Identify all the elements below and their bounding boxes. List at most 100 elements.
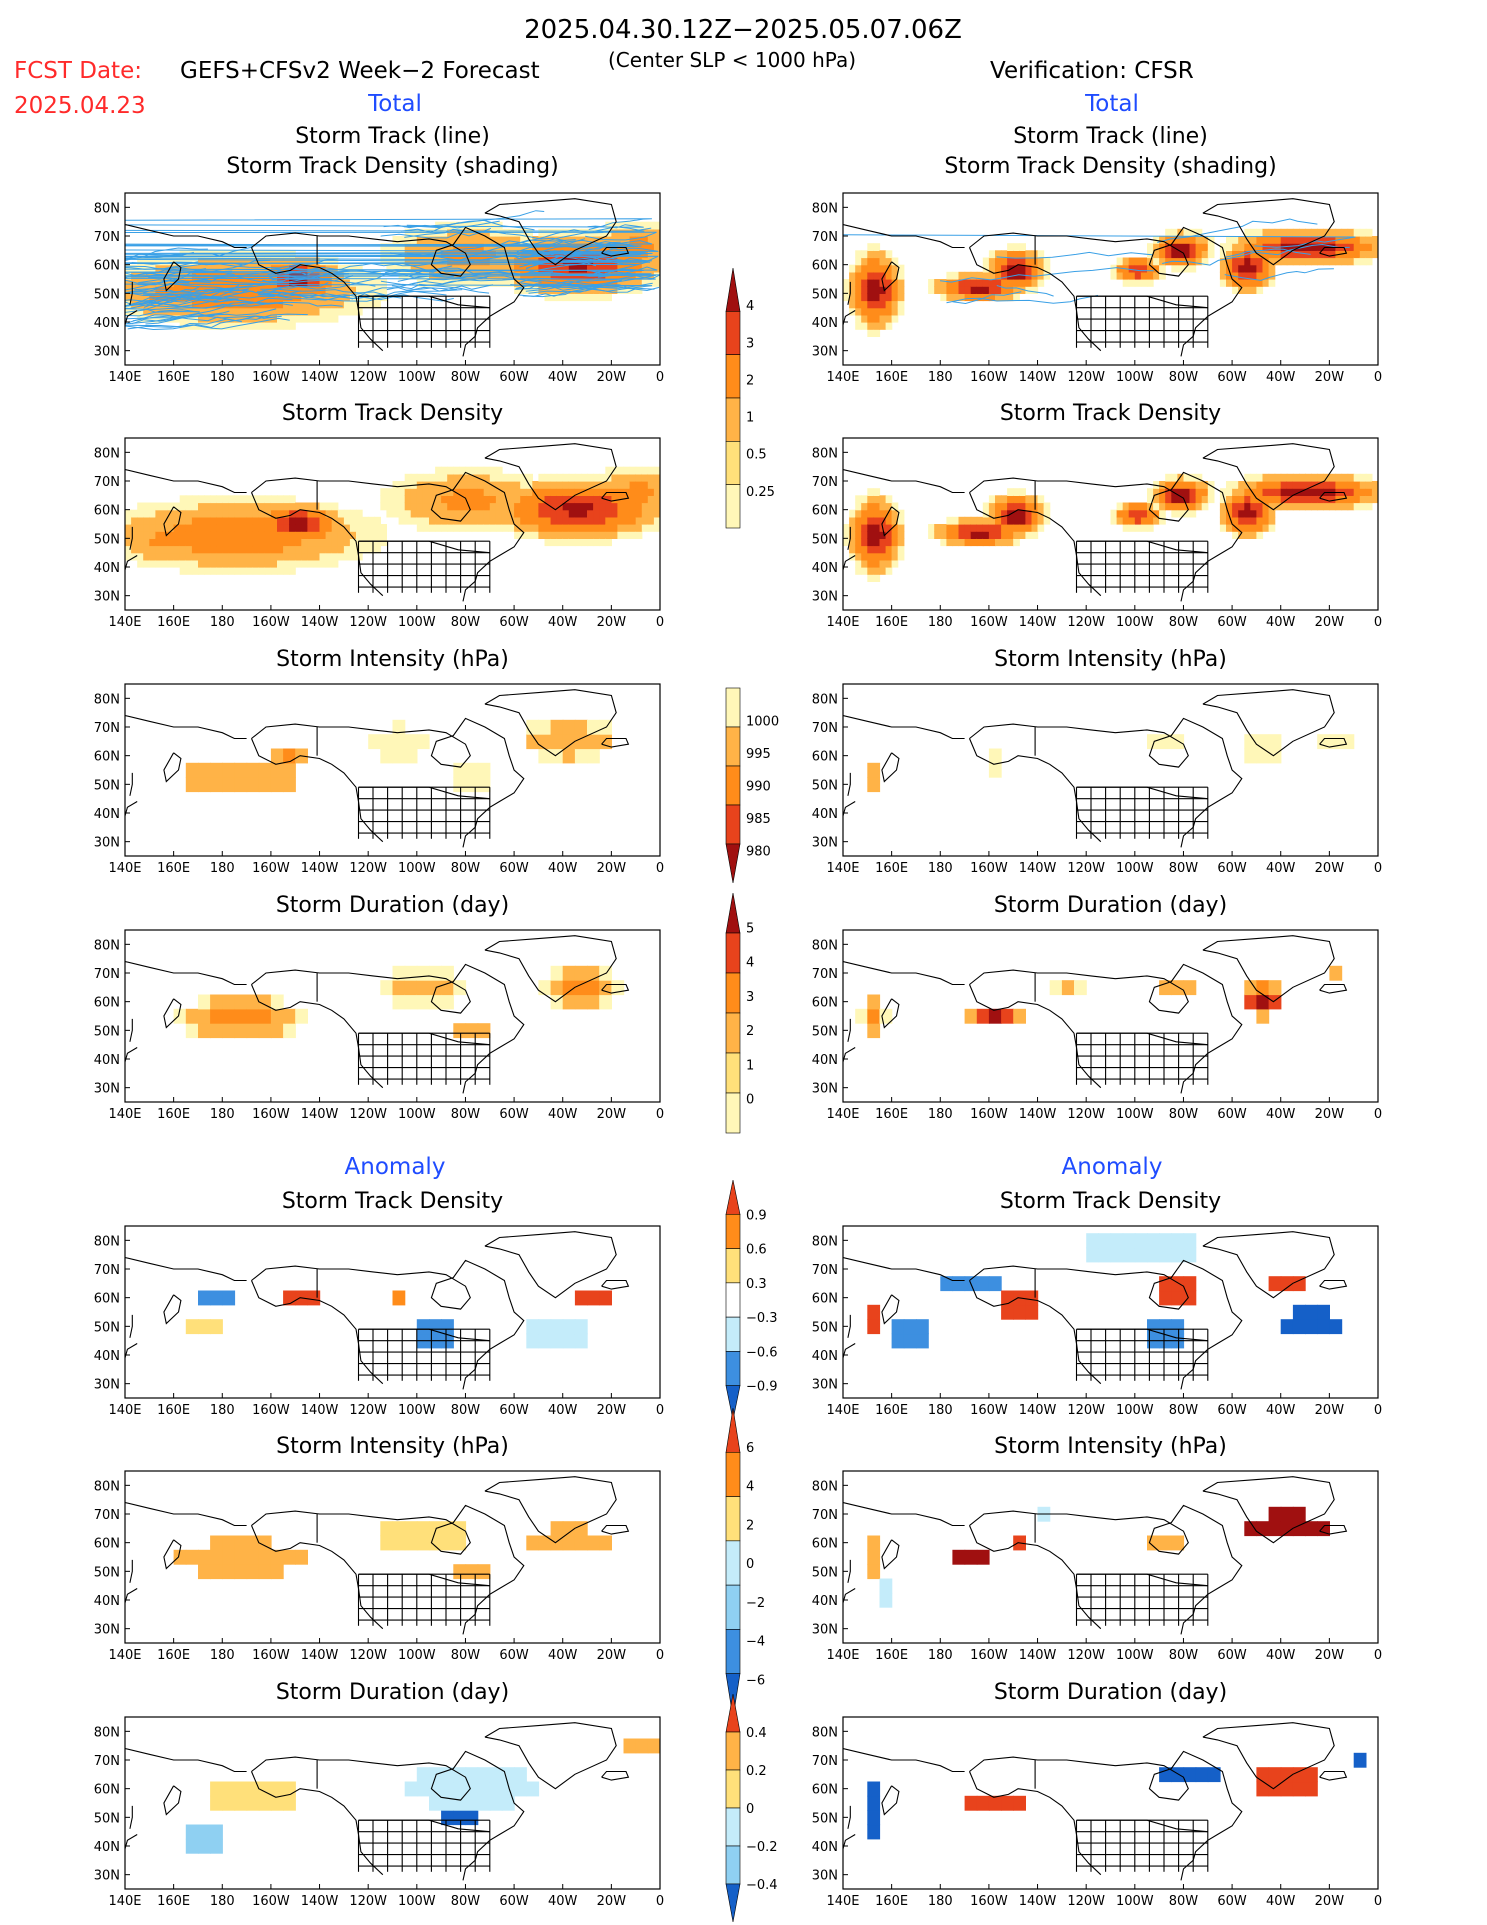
grid-cell [319, 538, 327, 547]
coastline [251, 1259, 525, 1390]
cb-density-anom: 0.90.60.3−0.3−0.6−0.9 [725, 1179, 778, 1421]
grid-cell [441, 980, 454, 996]
grid-cell [422, 481, 430, 489]
grid-cell [380, 1535, 394, 1551]
grid-cell [538, 488, 546, 496]
grid-cell [374, 279, 381, 287]
grid-cell [258, 777, 272, 793]
grid-cell [1183, 488, 1191, 496]
coastlines [843, 198, 1348, 357]
grid-cell [1171, 1290, 1185, 1306]
grid-cell [1049, 980, 1063, 996]
x-tick-label: 40W [1266, 1648, 1296, 1663]
coastlines [843, 443, 1348, 602]
grid-cell [1347, 250, 1355, 259]
grid-cell [1280, 488, 1288, 496]
grid-cell [1311, 250, 1318, 259]
grid-cell [647, 473, 655, 482]
grid-cell [429, 516, 436, 525]
grid-cell [337, 264, 345, 273]
grid-cell [574, 293, 582, 302]
coastlines [125, 1722, 630, 1881]
grid-cell [1256, 748, 1270, 764]
grid-cell [1299, 502, 1306, 511]
grid-cell [855, 271, 862, 280]
grid-cell [1128, 271, 1136, 280]
grid-cell [349, 286, 357, 294]
colorbar-label: −0.6 [746, 1345, 778, 1360]
grid-cell [995, 286, 1002, 294]
grid-cell [855, 545, 862, 554]
grid-cell [574, 473, 582, 482]
x-tick-label: 160W [970, 1403, 1008, 1418]
storm-track-line [125, 274, 284, 291]
grid-cell [550, 250, 558, 259]
x-tick-label: 160W [252, 1107, 290, 1122]
x-tick-label: 140E [108, 1403, 141, 1418]
coastline [163, 1785, 182, 1816]
grid-cell [131, 293, 138, 302]
grid-cell [222, 1795, 236, 1811]
grid-cell [137, 559, 144, 568]
colorbar-label: 0.2 [746, 1764, 767, 1779]
grid-cell [514, 502, 521, 511]
grid-cell [1305, 502, 1312, 511]
grid-cell [599, 1535, 612, 1551]
grid-cell [1238, 495, 1245, 504]
grid-cell [228, 300, 236, 309]
grid-cell [1329, 257, 1337, 266]
y-tick-label: 80N [94, 1725, 120, 1740]
x-tick-label: 20W [597, 1648, 627, 1663]
grid-cell [489, 221, 497, 230]
grid-cell [270, 1564, 284, 1580]
grid-cell [946, 271, 954, 280]
grid-cell [1238, 488, 1245, 496]
grid-cell [1280, 1521, 1294, 1537]
grid-cell [289, 322, 296, 330]
grid-cell [453, 250, 460, 259]
grid-cell [1292, 495, 1300, 504]
grid-cell [258, 1023, 272, 1039]
grid-cell [970, 293, 978, 302]
grid-cell [514, 1767, 527, 1783]
grid-cell [1232, 516, 1239, 525]
grid-cell [198, 538, 205, 547]
grid-cell [125, 509, 132, 518]
grid-cell [1177, 228, 1185, 237]
x-tick-label: 20W [597, 861, 627, 876]
grid-cell [331, 531, 339, 539]
grid-cell [1037, 279, 1045, 287]
grid-cell [1007, 488, 1014, 496]
colorbar-swatch [725, 726, 741, 767]
grid-cell [307, 279, 315, 287]
grid-cell [550, 488, 558, 496]
grid-cell [526, 734, 540, 750]
panel-cfsr-duration: Storm Duration (day)140E 160E 180 160W 140W 1… [812, 893, 1382, 1122]
grid-cell [1226, 279, 1233, 287]
grid-cell [185, 502, 193, 511]
grid-cell [131, 538, 138, 547]
grid-cell [319, 559, 327, 568]
grid-cell [173, 257, 181, 266]
coastlines [125, 689, 630, 848]
grid-cell [234, 538, 242, 547]
grid-cell [568, 481, 576, 489]
grid-cell [1244, 279, 1251, 287]
grid-cell [155, 300, 163, 309]
grid-cell [1226, 243, 1233, 251]
x-tick-label: 160W [970, 615, 1008, 630]
grid-cell [550, 243, 558, 251]
colorbar-arrow [725, 267, 741, 312]
grid-cell [404, 243, 412, 251]
grid-cell [283, 559, 290, 568]
grid-cell [647, 516, 655, 525]
grid-cell [1256, 264, 1264, 273]
grid-cell [526, 1535, 540, 1551]
grid-cell [435, 495, 442, 504]
grid-cell [623, 286, 631, 294]
grid-cell [404, 1521, 418, 1537]
grid-cell [1262, 228, 1270, 237]
colorbar-label: 2 [746, 1024, 754, 1039]
grid-cell [629, 495, 637, 504]
grid-cell [228, 567, 236, 575]
